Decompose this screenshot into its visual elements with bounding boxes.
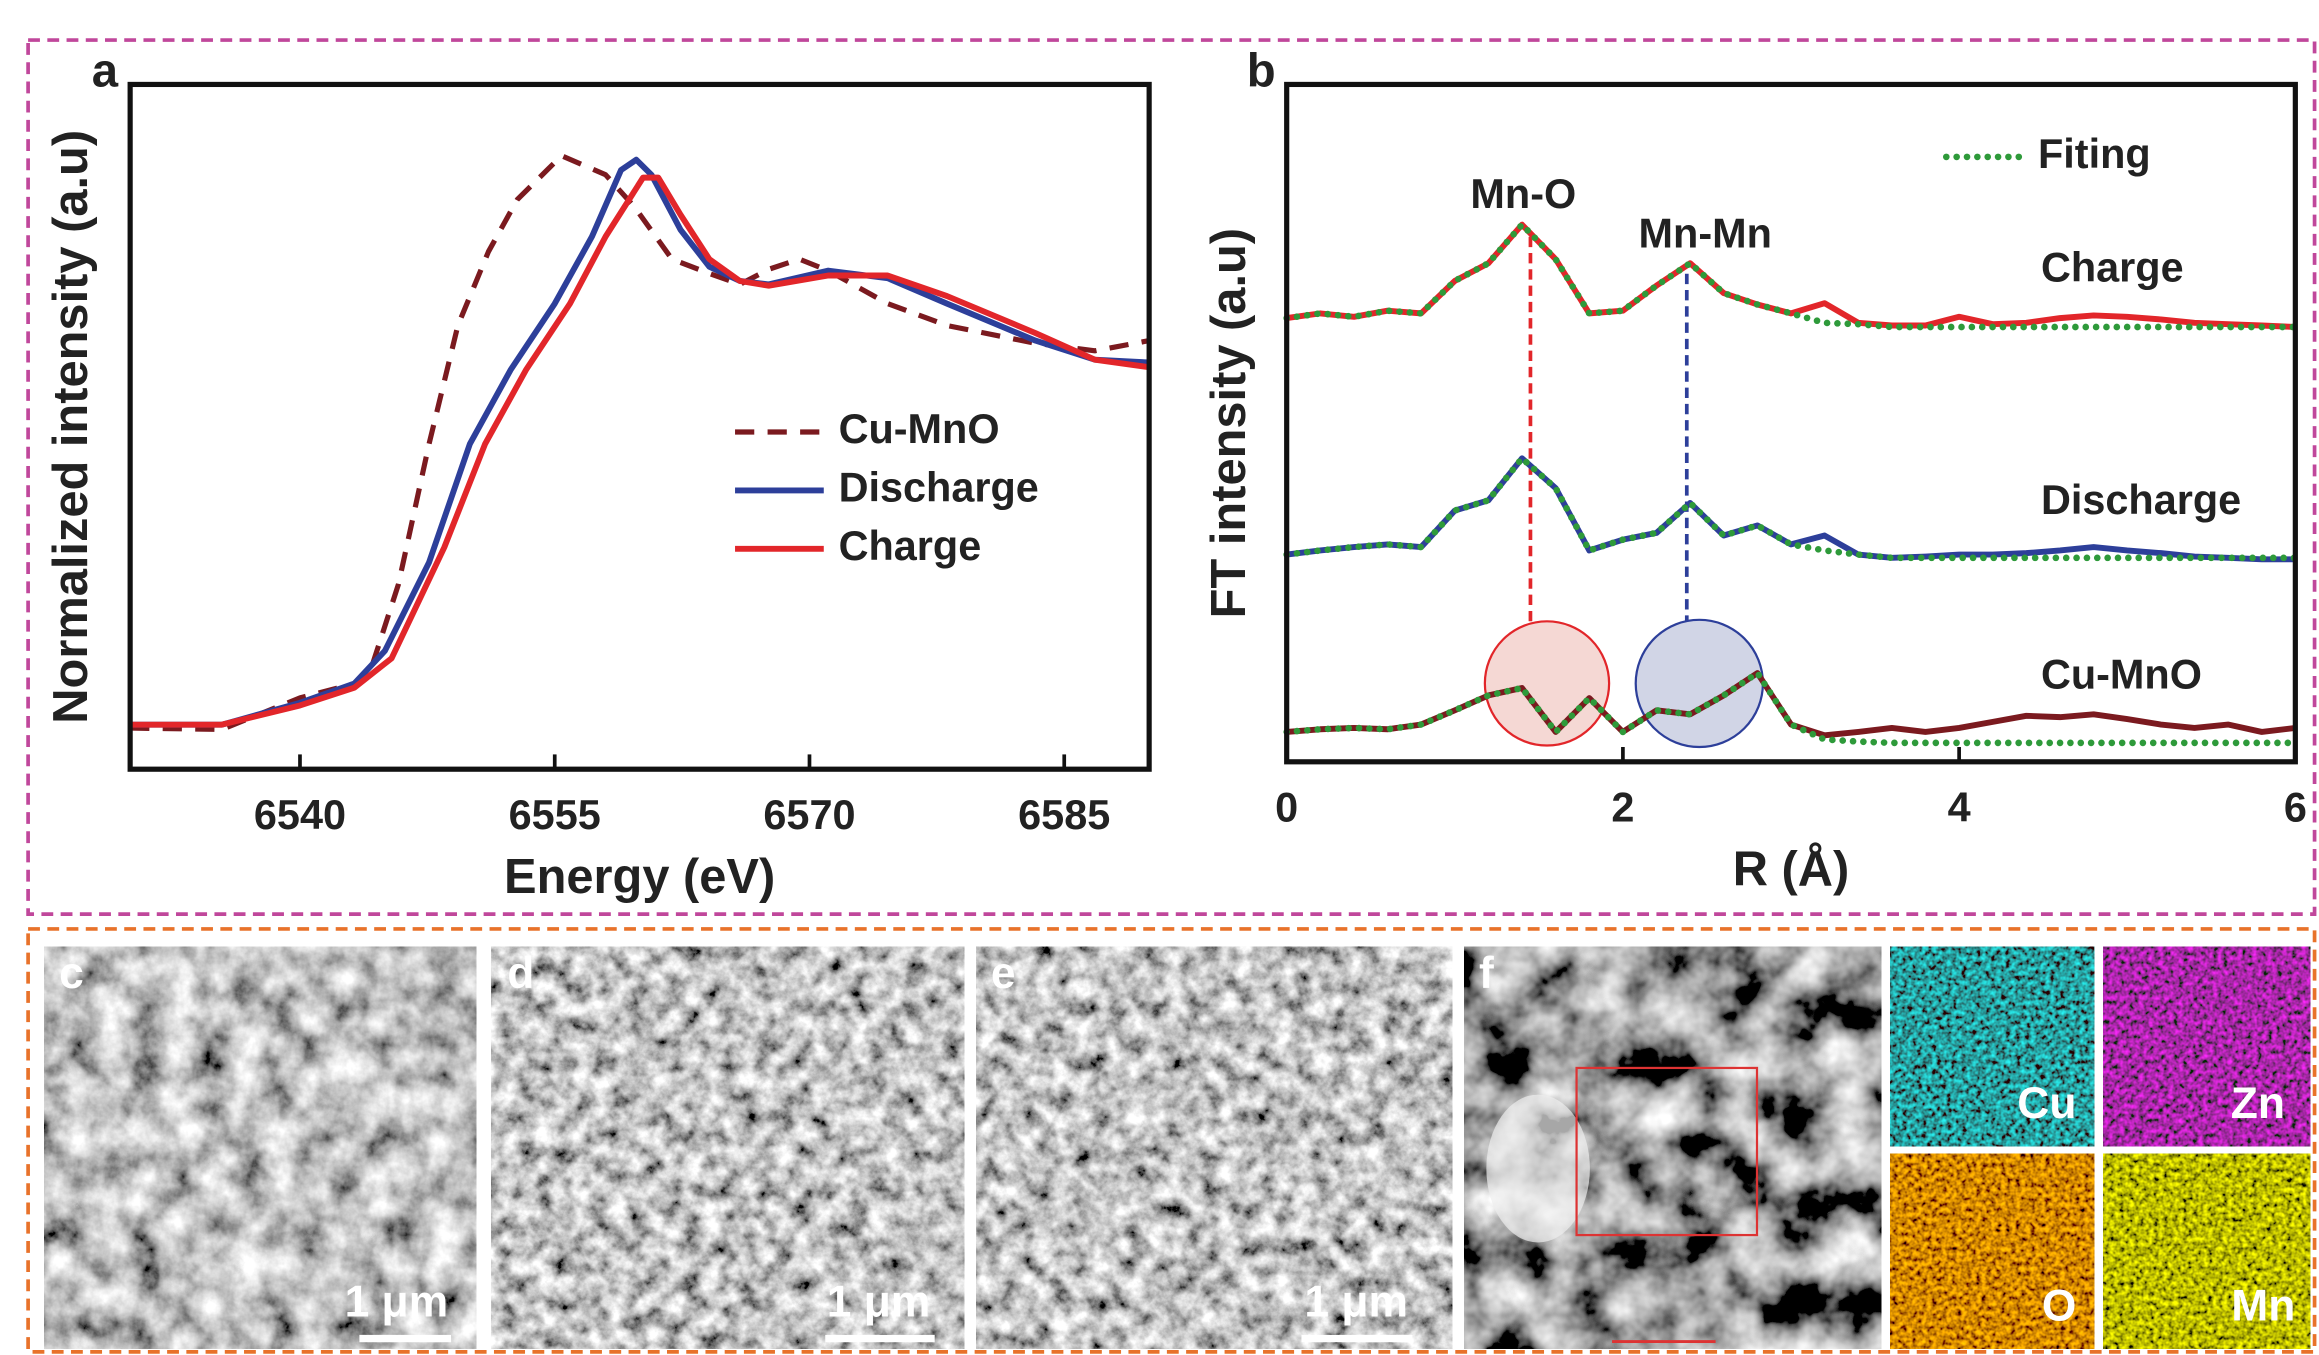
panel-label: b — [1247, 45, 1276, 98]
x-tick-label: 6 — [2284, 785, 2307, 831]
panel-label: f — [1479, 949, 1494, 998]
x-tick-label: 6540 — [254, 792, 346, 838]
scale-bar-label: 1 μm — [1304, 1277, 1408, 1326]
x-tick-label: 6555 — [509, 792, 601, 838]
map-label: O — [2042, 1282, 2077, 1331]
map-label: Cu — [2017, 1079, 2076, 1128]
legend-label: Cu-MnO — [839, 406, 1000, 452]
annotation: Mn-O — [1470, 171, 1576, 217]
x-tick-label: 6585 — [1018, 792, 1110, 838]
y-axis-label: Normalized intensity (a.u) — [44, 130, 98, 724]
legend-label: Discharge — [839, 464, 1039, 510]
panel-frame — [28, 40, 2314, 914]
x-tick-label: 0 — [1275, 785, 1298, 831]
bright-particle — [1486, 1095, 1590, 1243]
series-label: Discharge — [2041, 477, 2241, 523]
y-axis-label: FT intensity (a.u) — [1202, 228, 1256, 618]
panel-label: a — [92, 45, 119, 98]
highlight — [1485, 621, 1609, 745]
scale-bar-label: 1 μm — [345, 1277, 449, 1326]
map-label: Mn — [2231, 1282, 2295, 1331]
panel-label: e — [991, 949, 1016, 998]
x-axis-label: Energy (eV) — [504, 850, 775, 904]
map-label: Zn — [2231, 1079, 2285, 1128]
figure: c d e f 1 μm 1 μm 1 μm Cu Zn O Mn a 6540 6… — [0, 0, 2319, 1355]
x-axis-label: R (Å) — [1733, 843, 1850, 897]
annotation: Mn-Mn — [1639, 211, 1772, 257]
x-tick-label: 4 — [1948, 785, 1971, 831]
x-tick-label: 6570 — [763, 792, 855, 838]
legend-label: Charge — [839, 523, 982, 569]
panel-label: d — [507, 949, 534, 998]
x-tick-label: 2 — [1611, 785, 1634, 831]
scale-bar-label: 1 μm — [827, 1277, 931, 1326]
panel-label: c — [59, 949, 84, 998]
series-label: Charge — [2041, 245, 2184, 291]
series-label: Cu-MnO — [2041, 651, 2202, 697]
legend-label: Fiting — [2038, 131, 2151, 177]
